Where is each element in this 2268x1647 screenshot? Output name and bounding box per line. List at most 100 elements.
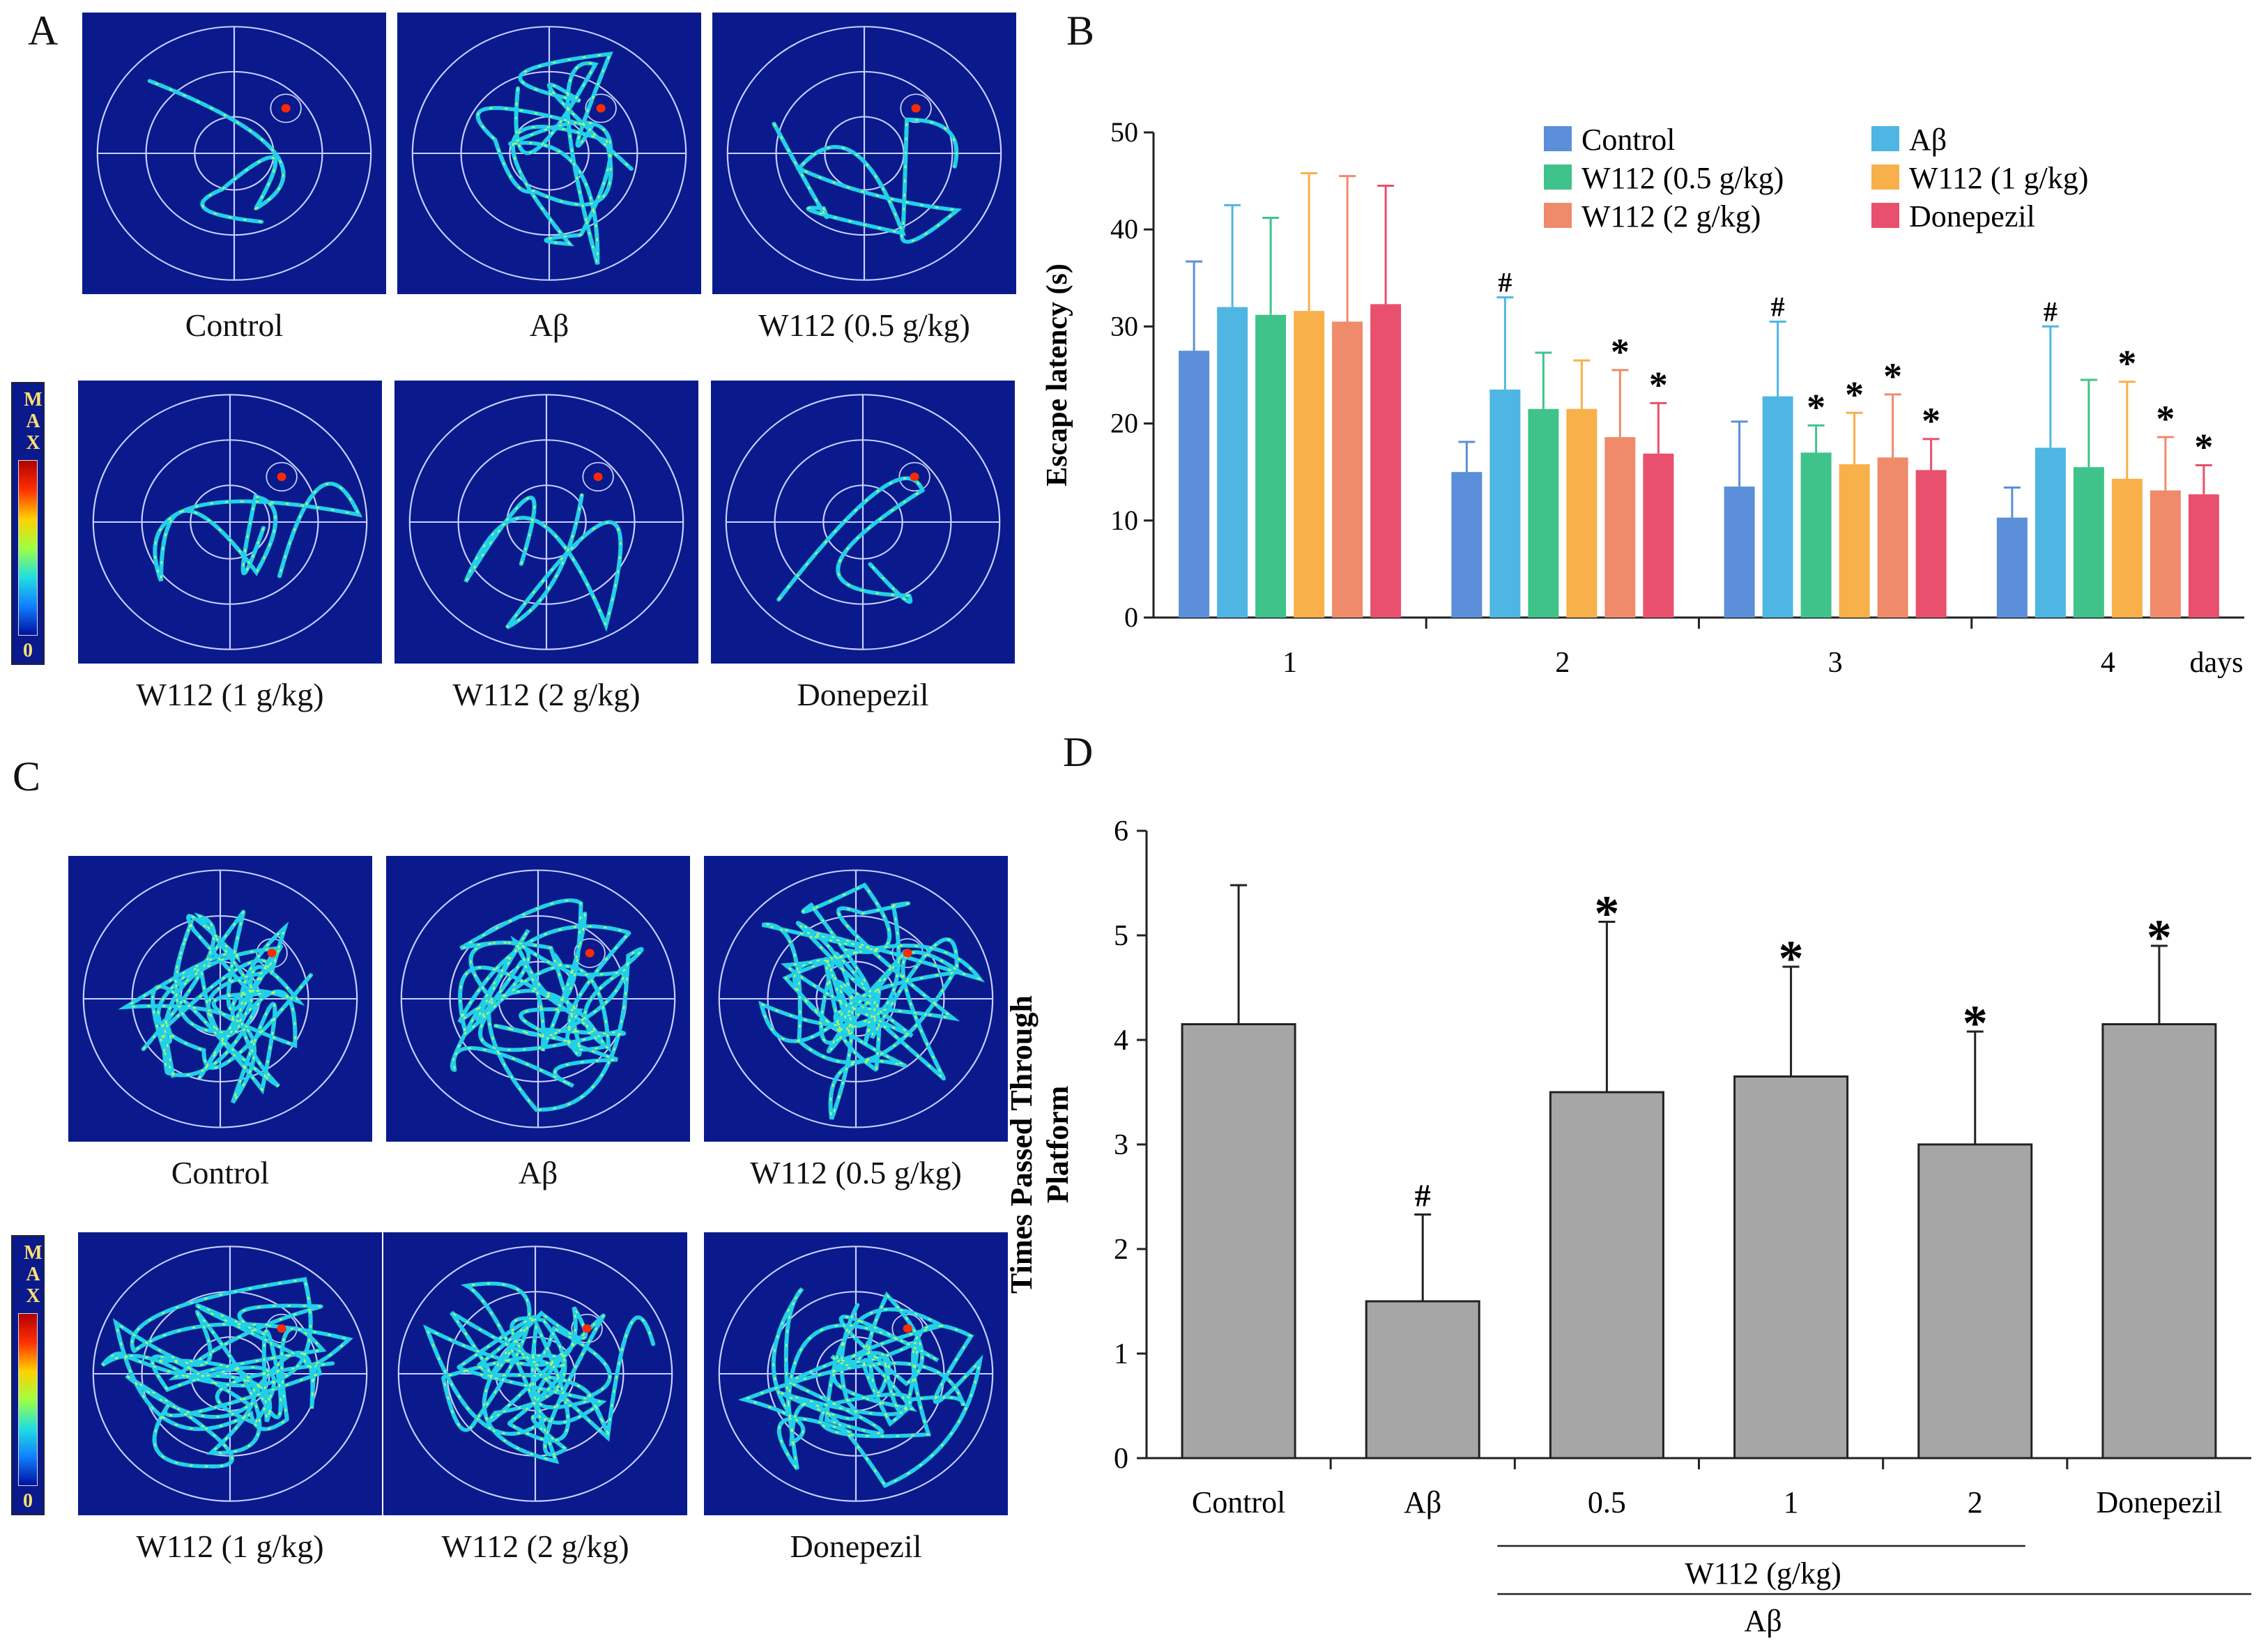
significance-mark: *: [1922, 400, 1940, 442]
y-tick-label: 50: [1110, 116, 1138, 148]
significance-mark: *: [1807, 386, 1825, 428]
colorbar-gradient: [18, 1313, 38, 1486]
track-plot: [718, 1246, 994, 1502]
track-tile: [397, 13, 701, 294]
chart-b-escape-latency: 0 10 20 30 40 50 Escape latency (s) 1 # * * 2 # * * * * 3…: [1041, 116, 2244, 679]
bar: [2101, 1023, 2217, 1460]
significance-mark: #: [1771, 291, 1785, 322]
panel-letter-d: D: [1063, 729, 1094, 775]
x-tick-label: 1: [1784, 1485, 1799, 1519]
bar: [1643, 453, 1674, 618]
y-tick-label: 30: [1110, 310, 1138, 342]
x-tick-label: Donepezil: [2097, 1485, 2223, 1519]
bar: [1549, 1091, 1664, 1460]
track-tile: [78, 1232, 382, 1515]
x-axis-label: days: [2190, 647, 2244, 679]
x-tick-label: 3: [1828, 647, 1843, 679]
bar: [1181, 1023, 1296, 1460]
legend-label: Aβ: [1909, 123, 1947, 157]
track-plot: [92, 1246, 368, 1502]
bar: [1800, 452, 1832, 618]
significance-mark: *: [2156, 398, 2175, 440]
bar: [1839, 464, 1870, 618]
bar: [2111, 478, 2143, 618]
legend-swatch: [1871, 126, 1899, 151]
y-tick-label: 6: [1114, 815, 1128, 848]
significance-mark: *: [1845, 374, 1864, 415]
bar: [2073, 467, 2104, 618]
significance-mark: *: [1883, 355, 1902, 397]
bar: [1566, 408, 1597, 618]
significance-mark: *: [1963, 995, 1988, 1051]
chart-d-platform-crossings: 0 1 2 3 4 5 6 Times Passed ThroughPlatform Contr…: [1004, 815, 2251, 1638]
legend-swatch: [1544, 126, 1572, 151]
track-plot: [726, 26, 1002, 281]
x-tick-label: 4: [2101, 647, 2115, 679]
y-tick-label: 5: [1114, 920, 1128, 952]
colorbar-min-label: 0: [23, 640, 33, 661]
colorbar-a: MAX 0: [11, 382, 45, 665]
y-tick-label: 10: [1110, 505, 1138, 536]
significance-mark: *: [1649, 364, 1668, 406]
track-tile: [386, 856, 690, 1142]
track-label: Aβ: [529, 307, 569, 343]
bar: [1489, 389, 1521, 618]
colorbar-gradient: [18, 460, 38, 636]
panel-letter-b: B: [1066, 8, 1095, 54]
bar: [2150, 490, 2181, 618]
y-tick-label: 3: [1114, 1129, 1128, 1161]
bar: [1332, 321, 1363, 618]
x-tick-label: Control: [1192, 1485, 1285, 1519]
bar: [1294, 311, 1325, 618]
y-axis-label: Times Passed ThroughPlatform: [1004, 995, 1075, 1294]
panel-letter-c: C: [13, 753, 41, 799]
legend-label: Donepezil: [1909, 199, 2035, 233]
track-plot: [718, 869, 994, 1128]
track-tile: [394, 381, 698, 664]
track-label: Donepezil: [797, 677, 929, 712]
track-plot: [92, 394, 368, 650]
track-label: Control: [171, 1155, 270, 1190]
track-tile: [383, 1232, 687, 1515]
bar: [1217, 307, 1248, 618]
track-plot: [408, 394, 684, 650]
bar: [2188, 494, 2219, 618]
track-label: W112 (0.5 g/kg): [758, 307, 970, 343]
bar: [1451, 472, 1482, 618]
w112-group-label: W112 (g/kg): [1685, 1556, 1841, 1591]
y-tick-label: 0: [1114, 1443, 1128, 1475]
bar: [1255, 314, 1287, 618]
colorbar-min-label: 0: [23, 1490, 33, 1512]
y-tick-label: 0: [1124, 602, 1138, 633]
significance-mark: #: [1498, 267, 1512, 298]
legend-swatch: [1544, 164, 1572, 190]
colorbar-max-label: MAX: [22, 388, 44, 454]
significance-mark: #: [1415, 1178, 1431, 1213]
x-tick-label: 1: [1282, 647, 1297, 679]
legend-label: W112 (0.5 g/kg): [1581, 161, 1784, 195]
x-tick-label: 0.5: [1588, 1485, 1626, 1519]
track-plot: [96, 26, 372, 281]
significance-mark: *: [2117, 343, 2136, 385]
track-label: Donepezil: [790, 1529, 922, 1564]
bar: [1724, 487, 1755, 618]
track-label: Aβ: [518, 1155, 558, 1190]
significance-mark: *: [1779, 930, 1804, 986]
significance-mark: *: [1594, 886, 1619, 942]
track-tile: [68, 856, 372, 1142]
legend-label: Control: [1581, 123, 1675, 157]
bar: [1917, 1143, 2033, 1460]
legend-swatch: [1871, 164, 1899, 190]
significance-mark: *: [1611, 331, 1630, 373]
track-tile: [704, 1232, 1008, 1515]
legend-swatch: [1544, 203, 1572, 228]
bar: [1370, 304, 1402, 618]
legend-label: W112 (1 g/kg): [1909, 161, 2088, 195]
x-tick-label: 2: [1555, 647, 1570, 679]
track-tile: [704, 856, 1008, 1142]
track-tile: [712, 13, 1016, 294]
legend-swatch: [1871, 203, 1899, 228]
track-label: W112 (1 g/kg): [136, 1529, 324, 1564]
bar: [1762, 396, 1793, 618]
bar: [1915, 470, 1947, 618]
